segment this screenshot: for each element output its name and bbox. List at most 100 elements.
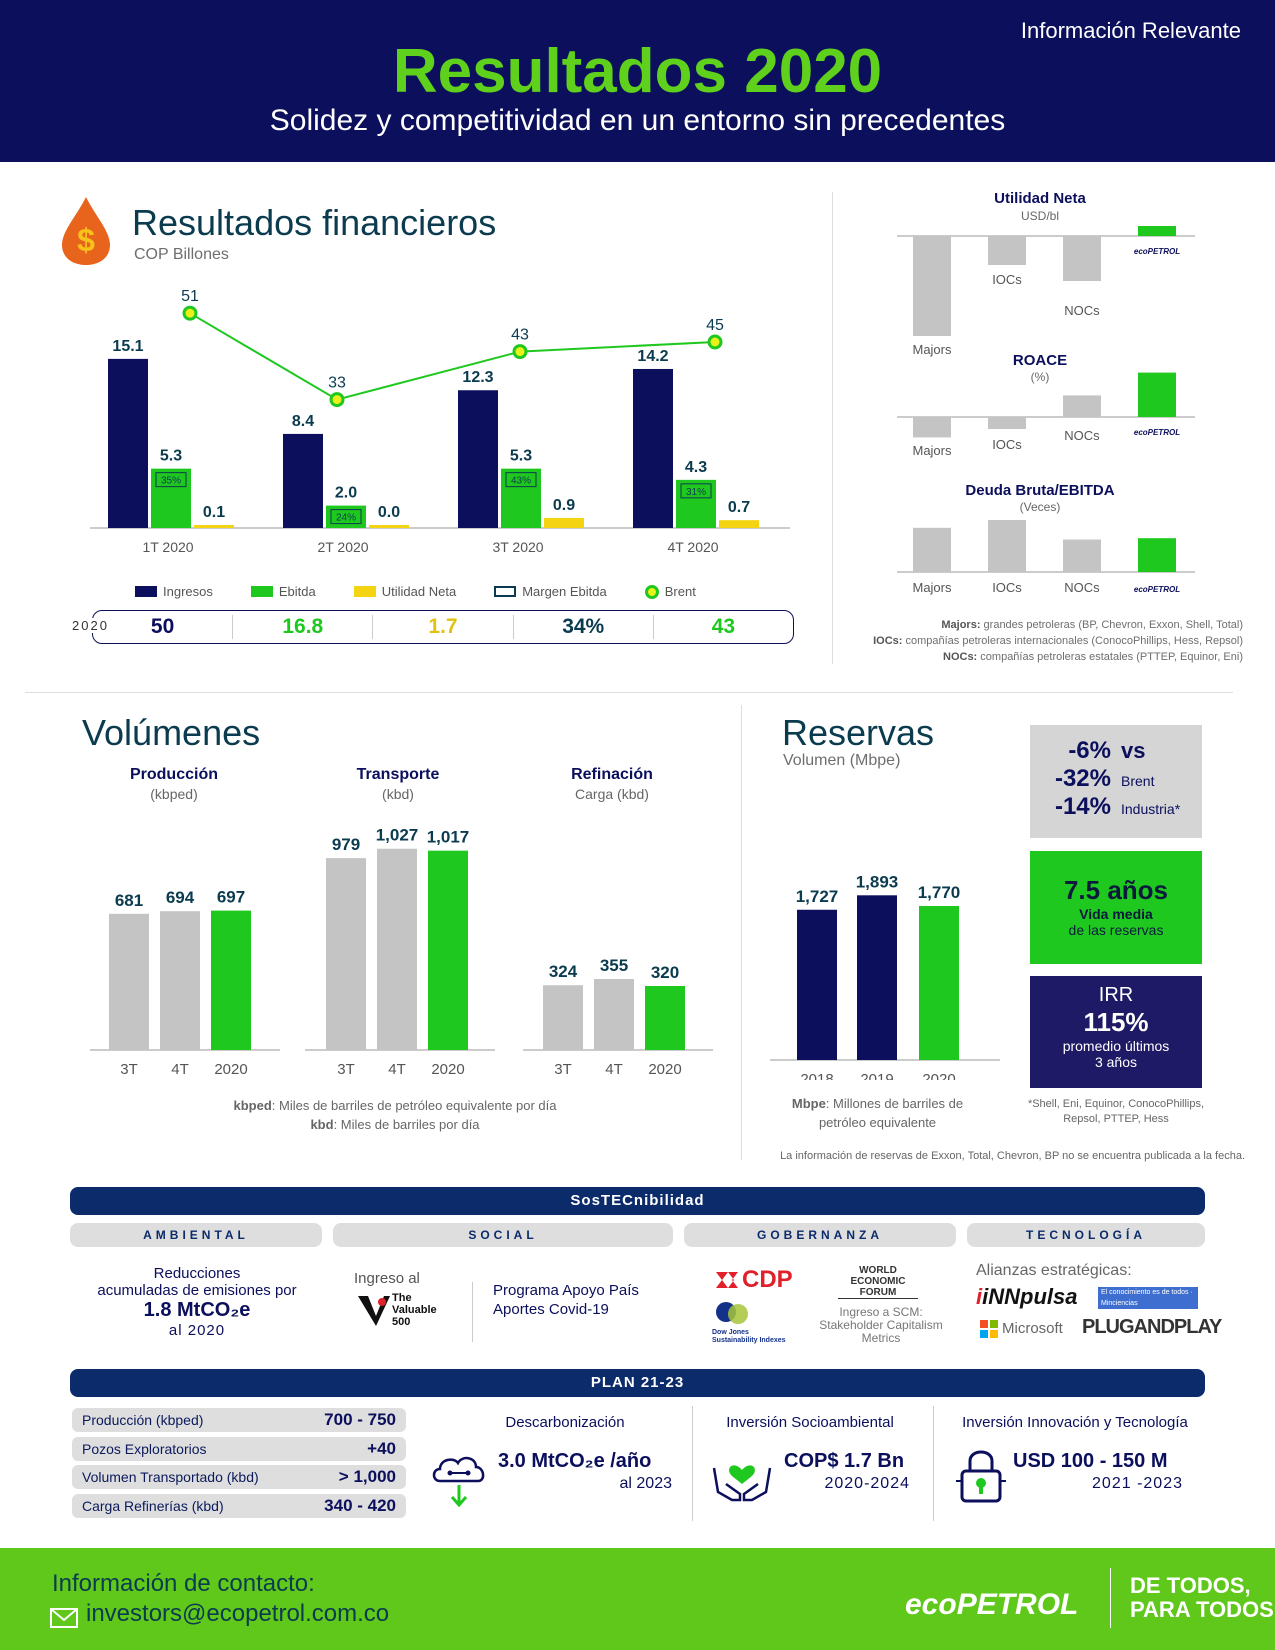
plan-row-value: > 1,000 [338, 1467, 396, 1486]
data-label: 5.3 [510, 448, 532, 465]
pillar-ambiental: AMBIENTAL [70, 1223, 322, 1247]
bar-4t [594, 979, 634, 1050]
bar-4t [160, 911, 200, 1050]
brent-label: 43 [511, 327, 529, 344]
bar-ecopetrol [1138, 538, 1176, 572]
category-label: 2020 [214, 1061, 247, 1078]
data-label: 0.7 [728, 499, 750, 516]
plan-row-label: Volumen Transportado (kbd) [82, 1469, 259, 1485]
category-label: 3T 2020 [492, 539, 543, 555]
data-label: 14.2 [637, 348, 668, 365]
data-label: 8.4 [292, 413, 314, 430]
bar-ingresos [108, 358, 148, 528]
legend-ingresos: Ingresos [135, 584, 213, 599]
volumes-title: Volúmenes [82, 712, 261, 753]
bar-majors [913, 527, 951, 572]
category-label: 2T 2020 [317, 539, 368, 555]
data-label: 4.3 [685, 459, 707, 476]
category-label: 4T 2020 [667, 539, 718, 555]
sost-title-bar: SosTECnibilidad [70, 1187, 1205, 1215]
vs-row: -6% vs [1068, 737, 1146, 764]
data-label: 681 [115, 891, 143, 910]
page-title: Resultados 2020 [392, 37, 883, 106]
ecopetrol-logo-label: ecoPETROL [1134, 428, 1180, 437]
bar-utilidad-neta [194, 525, 234, 528]
margin-label: 24% [336, 513, 356, 524]
vida-label-2: de las reservas [1068, 922, 1164, 938]
margin-label: 35% [161, 476, 181, 487]
bar-ebitda [501, 468, 541, 528]
pillar-social: SOCIAL [333, 1223, 673, 1247]
social-ingreso: Ingreso al [354, 1270, 420, 1287]
innov-sub: 2021 -2023 [1092, 1475, 1183, 1492]
reserves-footnote: *Shell, Eni, Equinor, ConocoPhillips, Re… [1027, 1098, 1205, 1125]
bar-utilidad-neta [369, 525, 409, 528]
bar-3t [543, 985, 583, 1050]
tec-title: Alianzas estratégicas: [976, 1262, 1132, 1279]
pillar-tecnologia: TECNOLOGÍA [967, 1223, 1205, 1247]
refinacion-unit: Carga (kbd) [575, 786, 649, 802]
bar-2020 [645, 986, 685, 1050]
deuda-unit: (Veces) [1019, 500, 1061, 514]
total-utilidad: 1.7 [373, 615, 514, 639]
refinacion-title: Refinación [571, 766, 653, 783]
brent-point [707, 334, 723, 350]
peer-note-majors: Majors: grandes petroleras (BP, Chevron,… [941, 619, 1243, 631]
data-label: 0.0 [378, 504, 400, 521]
bar-ingresos [633, 368, 673, 528]
data-label: 320 [651, 963, 679, 982]
bar-4t [377, 848, 417, 1050]
totals-year: 2020 [68, 618, 113, 633]
margin-label: 31% [686, 487, 706, 498]
amb-line2: acumuladas de emisiones por [97, 1282, 297, 1299]
data-label: 1,017 [427, 828, 470, 847]
roace-unit: (%) [1030, 370, 1050, 384]
mail-icon [50, 1608, 78, 1628]
category-label: Majors [912, 443, 952, 458]
category-label: Majors [912, 580, 952, 595]
legend-brent: Brent [644, 584, 696, 599]
slogan-line2: PARA TODOS [1130, 1597, 1274, 1622]
plan-title-bar: PLAN 21-23 [70, 1369, 1205, 1397]
data-label: 0.1 [203, 504, 225, 521]
cloud-decarbonization-icon [432, 1456, 485, 1508]
category-label: 2020 [431, 1061, 464, 1078]
bar-majors [913, 417, 951, 438]
refinacion-chart: 324 3T 355 4T 320 2020 [523, 956, 713, 1078]
slogan: DE TODOS, PARA TODOS [1130, 1574, 1274, 1622]
bar-nocs [1063, 236, 1101, 281]
ecopetrol-logo-label: ecoPETROL [1134, 247, 1180, 256]
plan-row-label: Pozos Exploratorios [82, 1441, 207, 1457]
margin-badge [330, 509, 362, 525]
category-label: 1T 2020 [142, 539, 193, 555]
reserves-disclaimer: La información de reservas de Exxon, Tot… [780, 1150, 1245, 1162]
volumes-note-kbped: kbped: Miles de barriles de petróleo equ… [233, 1098, 557, 1113]
total-margen: 34% [514, 615, 654, 639]
roace-title: ROACE [1012, 352, 1068, 369]
bar-nocs [1063, 395, 1101, 417]
plan-row-value: 700 - 750 [324, 1410, 396, 1429]
header-tag: Información Relevante [1020, 18, 1241, 43]
plan-divider [933, 1406, 934, 1521]
dow-jones-logo-icon [716, 1302, 748, 1324]
contact-email[interactable]: investors@ecopetrol.com.co [86, 1600, 390, 1627]
contact-title: Información de contacto: [52, 1570, 315, 1597]
category-label: 4T [388, 1061, 406, 1078]
legend-margen: Margen Ebitda [494, 584, 607, 599]
produccion-chart: 681 3T 694 4T 697 2020 [90, 888, 280, 1078]
bar-iocs [988, 520, 1026, 572]
bar-ebitda [676, 479, 716, 528]
reserves-chart: 1,727 2018 1,893 2019 1,770 2020 [770, 872, 1000, 1080]
data-label: 324 [549, 962, 578, 981]
ambiental-block: Reducciones acumuladas de emisiones por … [72, 1265, 322, 1339]
innov-title: Inversión Innovación y Tecnología [962, 1414, 1188, 1431]
volumes-notes: kbped: Miles de barriles de petróleo equ… [150, 1096, 640, 1134]
data-label: 15.1 [112, 338, 143, 355]
financial-subtitle: COP Billones [134, 246, 229, 263]
plan-row-value: 340 - 420 [324, 1496, 396, 1515]
category-label: 4T [605, 1061, 623, 1078]
dow-jones-logo-text: Dow Jones Sustainability Indexes [712, 1329, 786, 1344]
category-label: NOCs [1064, 303, 1100, 318]
social-programa: Programa Apoyo País Aportes Covid-19 [493, 1281, 639, 1319]
irr-box: IRR 115% promedio últimos 3 años [1030, 976, 1202, 1088]
